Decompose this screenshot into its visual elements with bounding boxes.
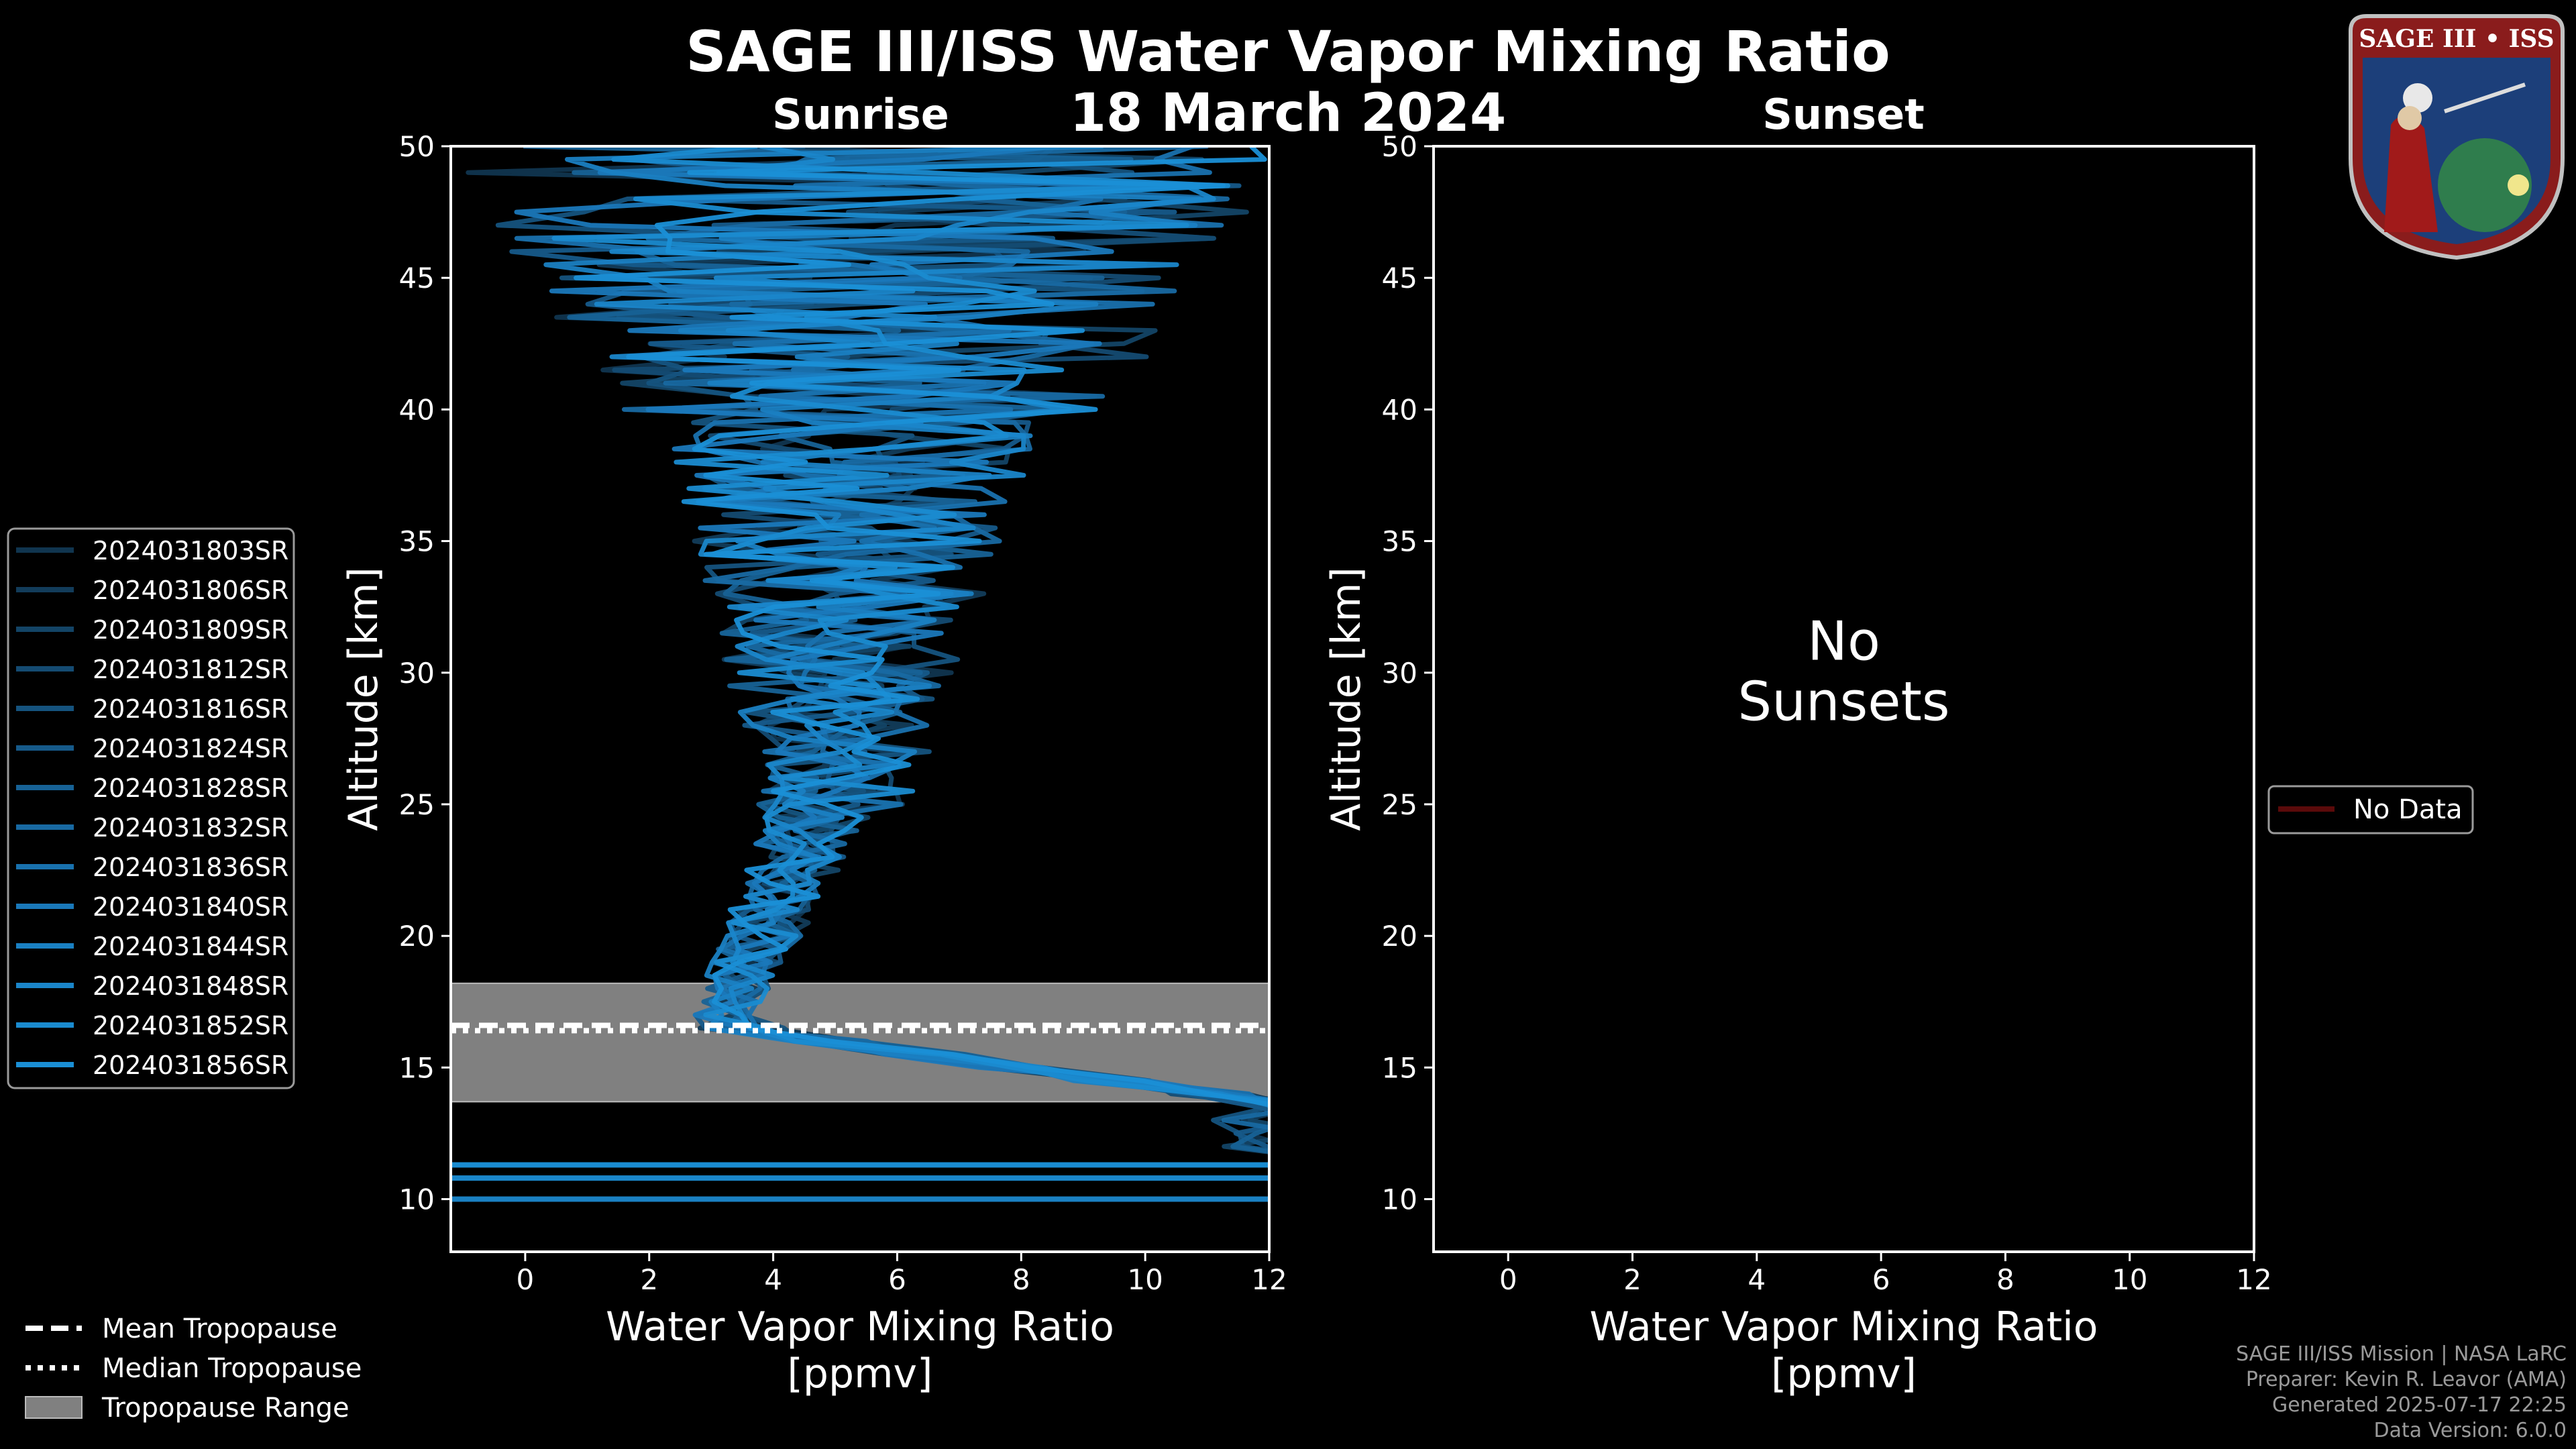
legend-label: 2024031848SR — [93, 971, 288, 1001]
figure-date: 18 March 2024 — [1069, 83, 1507, 144]
tropopause-legend-label: Mean Tropopause — [102, 1313, 337, 1344]
credit-line: Generated 2025-07-17 22:25 — [2271, 1393, 2567, 1417]
tropopause-legend-label: Median Tropopause — [102, 1353, 362, 1384]
y-tick-label: 30 — [1382, 657, 1417, 690]
x-tick-label: 8 — [1012, 1263, 1030, 1296]
x-tick-label: 12 — [2236, 1263, 2271, 1296]
axes-frame — [449, 145, 1271, 1253]
x-tick-label: 8 — [1996, 1263, 2015, 1296]
sunrise-plot: 10 15 20 25 30 35 40 45 50 0 2 4 6 8 10 12 Water Vapor M… — [340, 130, 1287, 1397]
legend-label: 2024031812SR — [93, 655, 288, 684]
legend-label: 2024031803SR — [93, 536, 288, 566]
x-tick-label: 10 — [2112, 1263, 2147, 1296]
x-tick-label: 4 — [1748, 1263, 1766, 1296]
no-sunsets-message: No Sunsets — [1737, 610, 1949, 733]
y-tick-label: 10 — [1382, 1183, 1417, 1216]
y-tick-label: 35 — [399, 525, 435, 558]
y-tick-label: 40 — [1382, 393, 1417, 426]
x-tick-label: 0 — [1499, 1263, 1517, 1296]
credit-line: Preparer: Kevin R. Leavor (AMA) — [2245, 1368, 2567, 1391]
y-tick-label: 50 — [399, 130, 435, 163]
x-tick-label: 4 — [764, 1263, 782, 1296]
y-tick-label: 15 — [399, 1051, 435, 1084]
sunrise-panel-title: Sunrise — [772, 90, 949, 139]
legend-label: 2024031824SR — [93, 734, 288, 763]
y-axis-label: Altitude [km] — [1323, 567, 1370, 831]
credits-block: SAGE III/ISS Mission | NASA LaRC Prepare… — [2236, 1342, 2567, 1444]
x-tick-label: 2 — [640, 1263, 658, 1296]
x-tick-label: 0 — [517, 1263, 535, 1296]
sunrise-legend-box — [7, 527, 295, 1089]
y-tick-label: 30 — [399, 657, 435, 690]
y-tick-label: 50 — [1382, 130, 1417, 163]
x-axis-label: Water Vapor Mixing Ratio [ppmv] — [1590, 1303, 2098, 1397]
y-tick-label: 40 — [399, 393, 435, 426]
y-tick-label: 15 — [1382, 1051, 1417, 1084]
legend-label: 2024031832SR — [93, 813, 288, 843]
legend-label: 2024031856SR — [93, 1051, 288, 1080]
legend-label: 2024031828SR — [93, 773, 288, 803]
legend-label: 2024031844SR — [93, 932, 288, 961]
y-tick-label: 10 — [399, 1183, 435, 1216]
legend-label: 2024031836SR — [93, 853, 288, 882]
y-tick-label: 25 — [399, 788, 435, 821]
logo-lettering: SAGE III • ISS — [2359, 25, 2554, 53]
credit-line: Data Version: 6.0.0 — [2373, 1419, 2567, 1442]
x-tick-label: 12 — [1251, 1263, 1287, 1296]
y-tick-label: 45 — [399, 262, 435, 294]
legend-label: No Data — [2353, 794, 2463, 825]
x-tick-label: 6 — [1872, 1263, 1890, 1296]
legend-label: 2024031840SR — [93, 892, 288, 922]
x-tick-label: 6 — [888, 1263, 906, 1296]
x-axis-label: Water Vapor Mixing Ratio [ppmv] — [606, 1303, 1114, 1397]
x-tick-label: 2 — [1623, 1263, 1642, 1296]
legend-label: 2024031816SR — [93, 694, 288, 724]
plot-area — [451, 146, 1269, 1202]
profile-line — [574, 146, 1269, 1107]
tropopause-legend-label: Tropopause Range — [101, 1393, 350, 1424]
legend-label: 2024031809SR — [93, 615, 288, 645]
sunset-panel-title: Sunset — [1762, 90, 1925, 139]
y-axis-label: Altitude [km] — [340, 567, 387, 831]
y-tick-label: 45 — [1382, 262, 1417, 294]
sunset-plot: No Sunsets 10 15 20 25 30 35 40 45 50 0 2 4 6 8 10 12 Wate… — [1323, 130, 2272, 1397]
sunset-legend-box — [2267, 785, 2474, 835]
figure-title: SAGE III/ISS Water Vapor Mixing Ratio — [686, 19, 1890, 85]
tropopause-range-swatch — [25, 1396, 83, 1419]
axes-frame — [1432, 145, 2255, 1253]
legend-label: 2024031852SR — [93, 1011, 288, 1040]
credit-line: SAGE III/ISS Mission | NASA LaRC — [2236, 1342, 2567, 1366]
y-tick-label: 35 — [1382, 525, 1417, 558]
y-tick-label: 25 — [1382, 788, 1417, 821]
y-tick-label: 20 — [1382, 920, 1417, 953]
y-tick-label: 20 — [399, 920, 435, 953]
sage-iii-iss-logo: SAGE III • ISS — [2344, 11, 2569, 263]
legend-label: 2024031806SR — [93, 576, 288, 605]
x-tick-label: 10 — [1127, 1263, 1163, 1296]
